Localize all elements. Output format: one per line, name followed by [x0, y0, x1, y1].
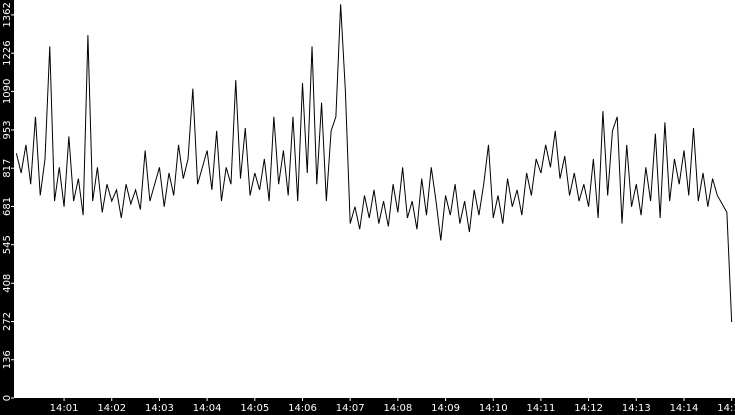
x-tick-label: 14:05 [240, 403, 269, 414]
y-tick-label: 272 [2, 312, 13, 331]
y-tick-label: 817 [2, 159, 13, 178]
x-tick-label: 14:02 [97, 403, 126, 414]
x-tick-label: 14:08 [383, 403, 412, 414]
line [15, 4, 733, 323]
y-tick-label: 0 [2, 395, 13, 401]
x-tick-label: 14:07 [336, 403, 365, 414]
x-tick-label: 14:13 [622, 403, 651, 414]
y-tick-label: 136 [2, 350, 13, 369]
x-tick-label: 14:10 [479, 403, 508, 414]
x-tick-label: 14:04 [193, 403, 222, 414]
y-tick-label: 408 [2, 274, 13, 293]
x-tick-label: 14:06 [288, 403, 317, 414]
plot-area [15, 4, 733, 323]
x-tick-label: 14:14 [670, 403, 699, 414]
x-tick-label: 14:03 [145, 403, 174, 414]
y-tick-label: 545 [2, 235, 13, 254]
x-tick-label: 14:12 [574, 403, 603, 414]
y-tick-label: 1362 [2, 2, 13, 27]
y-tick-label: 953 [2, 120, 13, 139]
x-tick-label: 14:01 [50, 403, 79, 414]
x-tick-label: 14:09 [431, 403, 460, 414]
x-tick-label: 14:11 [527, 403, 556, 414]
y-tick-label: 681 [2, 197, 13, 216]
x-tick-label: 14:15 [717, 403, 735, 414]
y-tick-label: 1090 [2, 79, 13, 104]
y-axis-band [0, 0, 14, 415]
y-tick-label: 1226 [2, 40, 13, 65]
x-axis-band [0, 398, 735, 415]
